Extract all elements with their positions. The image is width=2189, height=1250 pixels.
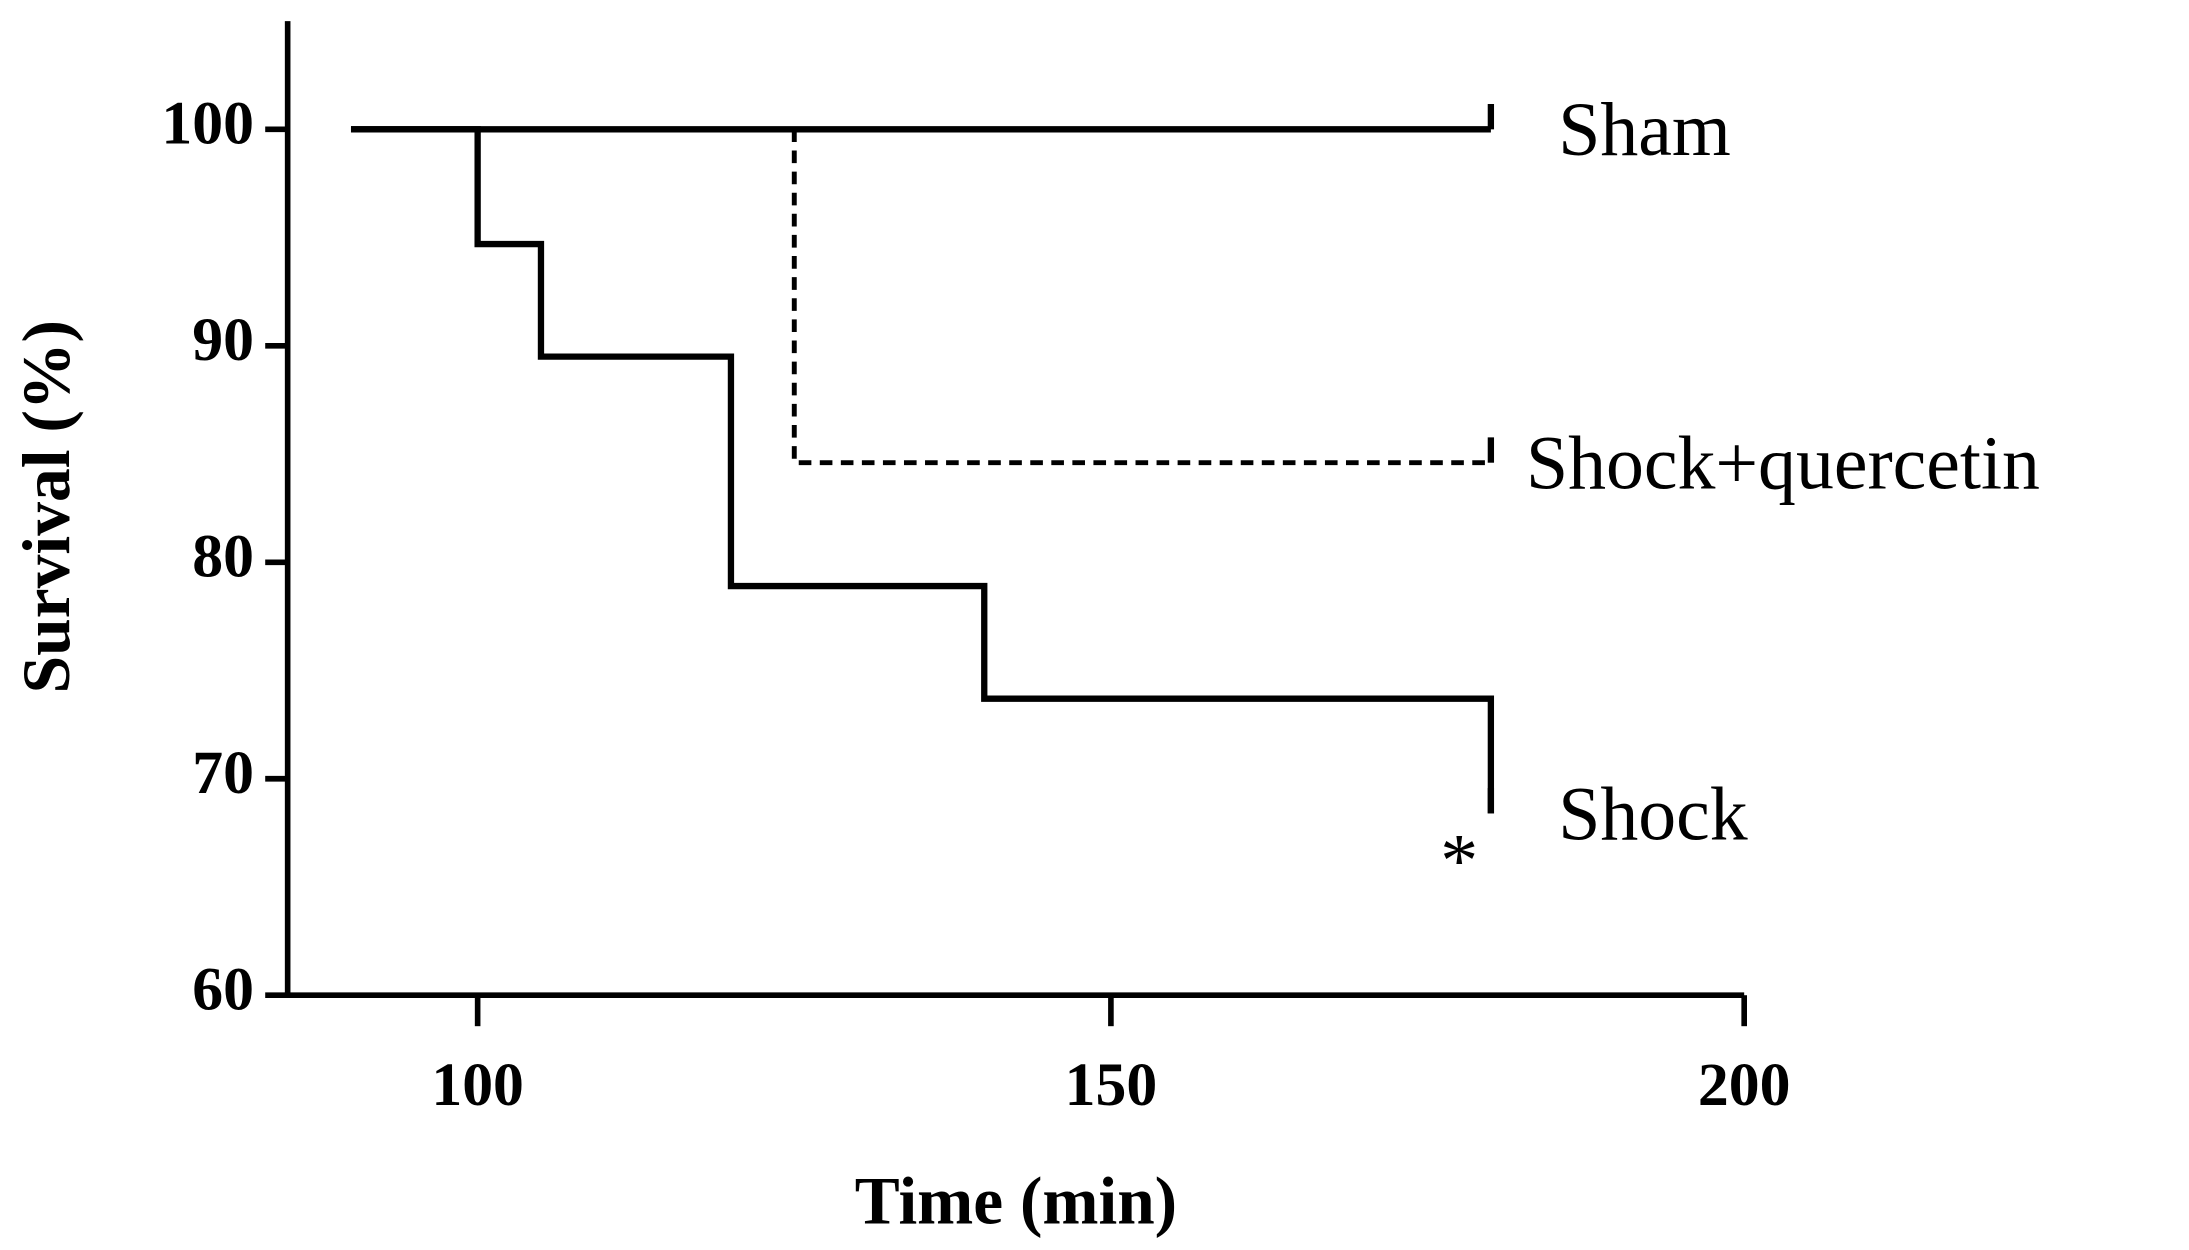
y-tick-label: 80 xyxy=(192,522,254,590)
x-tick-label: 200 xyxy=(1698,1051,1791,1119)
series-label: Shock+quercetin xyxy=(1526,421,2040,505)
x-tick-label: 150 xyxy=(1065,1051,1158,1119)
series-label: Sham xyxy=(1558,88,1731,172)
series-label: Shock xyxy=(1558,772,1747,856)
y-axis-title: Survival (%) xyxy=(9,320,84,693)
x-tick-label: 100 xyxy=(431,1051,524,1119)
annotation: * xyxy=(1440,819,1478,903)
y-tick-label: 100 xyxy=(161,89,254,157)
y-tick-label: 60 xyxy=(192,955,254,1023)
y-tick-label: 90 xyxy=(192,306,254,374)
survival-line xyxy=(791,129,1491,466)
y-tick-label: 70 xyxy=(192,739,254,807)
survival-line xyxy=(350,126,1495,814)
x-axis-title: Time (min) xyxy=(855,1163,1177,1238)
